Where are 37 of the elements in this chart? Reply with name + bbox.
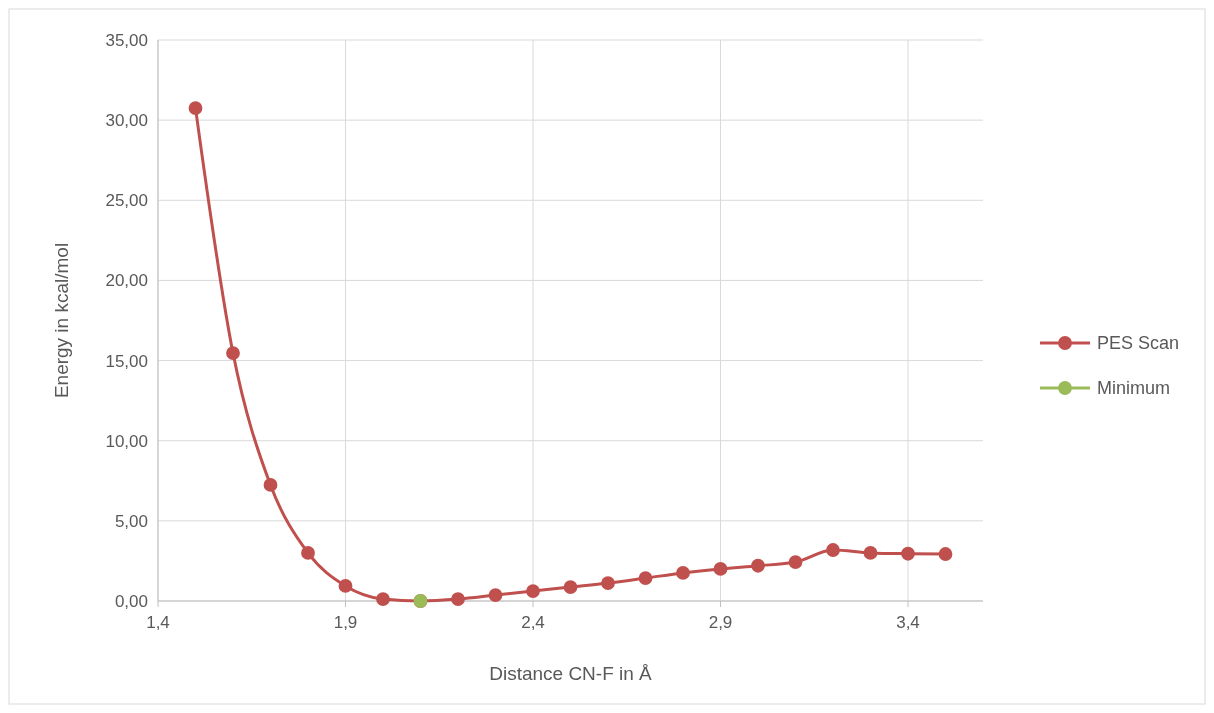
point: [638, 571, 653, 585]
point: [788, 555, 803, 569]
y-tick-label: 0,00: [114, 592, 148, 611]
point: [713, 562, 728, 576]
point: [938, 547, 953, 561]
point: [301, 546, 315, 560]
point: [601, 576, 615, 590]
y-tick-label: 25,00: [105, 191, 148, 211]
x-tick-label: 2,4: [521, 613, 545, 632]
point: [376, 592, 390, 606]
point: [338, 579, 353, 593]
y-tick-label: 35,00: [105, 31, 148, 50]
point: [826, 543, 840, 557]
y-axis-title: Energy in kcal/mol: [51, 242, 72, 399]
point: [188, 101, 203, 116]
x-axis-title: Distance CN-F in Å: [489, 663, 653, 684]
point: [451, 592, 465, 606]
x-tick-label: 2,9: [708, 613, 733, 632]
x-tick-label: 1,4: [146, 613, 170, 632]
point: [226, 346, 240, 360]
y-tick-label: 20,00: [105, 271, 148, 291]
point: [526, 584, 540, 598]
point: [563, 580, 578, 594]
legend-label: Minimum: [1097, 378, 1171, 398]
x-tick-label: 3,4: [896, 613, 920, 632]
point: [488, 588, 503, 602]
y-tick-label: 15,00: [105, 351, 148, 371]
point: [901, 546, 915, 561]
point: [263, 478, 278, 492]
y-tick-label: 5,00: [114, 511, 148, 531]
y-tick-label: 10,00: [105, 431, 148, 451]
point: [863, 546, 878, 560]
point: [751, 558, 765, 573]
y-tick-label: 30,00: [105, 111, 148, 131]
point: [676, 566, 690, 580]
x-tick-label: 1,9: [333, 613, 358, 632]
legend-label: PES Scan: [1097, 333, 1180, 353]
